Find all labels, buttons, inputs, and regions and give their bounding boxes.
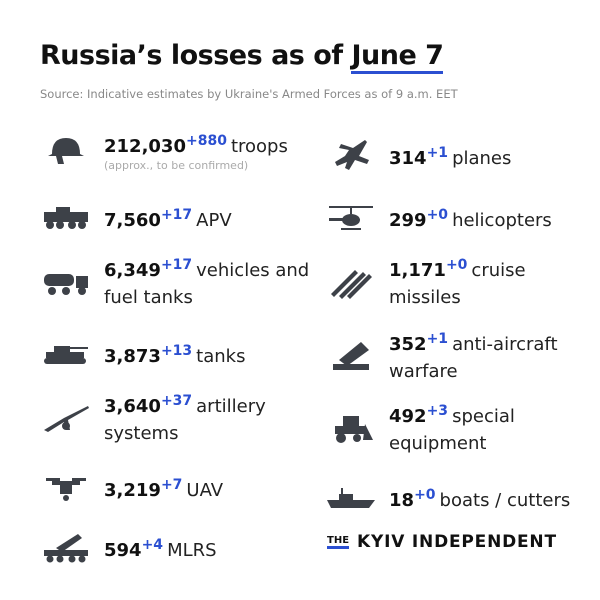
stat-label: planes <box>452 148 512 169</box>
kyiv-independent-logo: THE KYIV INDEPENDENT <box>327 532 557 552</box>
stat-anti-aircraft: 352+1 anti-aircraft warfare <box>323 326 589 385</box>
artillery-icon <box>38 398 94 438</box>
mlrs-icon <box>38 528 94 568</box>
fuel-truck-icon <box>38 262 94 302</box>
stat-value: 212,030 <box>104 136 186 157</box>
stat-delta: +0 <box>445 257 468 273</box>
stat-planes: 314+1 planes <box>323 136 511 176</box>
stat-delta: +1 <box>426 331 449 347</box>
stat-text: 3,873+13 tanks <box>104 338 245 370</box>
stat-delta: +17 <box>160 207 193 223</box>
tank-icon <box>38 334 94 374</box>
stat-value: 3,219 <box>104 480 161 501</box>
stat-delta: +4 <box>141 537 164 553</box>
stat-value: 1,171 <box>389 260 446 281</box>
stat-delta: +7 <box>160 477 183 493</box>
stat-delta: +37 <box>160 393 193 409</box>
stat-cruise: 1,171+0 cruise missiles <box>323 252 589 311</box>
stat-value: 18 <box>389 490 415 511</box>
stat-text: 314+1 planes <box>389 140 511 172</box>
stat-value: 7,560 <box>104 210 161 231</box>
stat-text: 212,030+880 troops (approx., to be confirm… <box>104 128 288 172</box>
helmet-icon <box>38 130 94 170</box>
stat-delta: +1 <box>426 145 449 161</box>
stat-delta: +3 <box>426 403 449 419</box>
plane-icon <box>323 136 379 176</box>
helicopter-icon <box>323 198 379 238</box>
title-date: June 7 <box>351 40 444 74</box>
stat-boats: 18+0 boats / cutters <box>323 478 570 518</box>
drone-icon <box>38 468 94 508</box>
stat-label: MLRS <box>167 540 217 561</box>
stat-text: 3,640+37 artillery systems <box>104 388 314 447</box>
logo-the: THE <box>327 535 350 549</box>
stat-text: 299+0 helicopters <box>389 202 552 234</box>
stat-text: 594+4 MLRS <box>104 532 217 564</box>
stat-value: 3,873 <box>104 346 161 367</box>
stat-troops: 212,030+880 troops (approx., to be confirm… <box>38 128 288 172</box>
stat-delta: +880 <box>185 133 227 149</box>
title-text: Russia’s losses as of <box>40 40 352 71</box>
stat-label: cruise missiles <box>389 260 526 308</box>
stat-text: 492+3 special equipment <box>389 398 589 457</box>
stat-special: 492+3 special equipment <box>323 398 589 457</box>
stat-value: 3,640 <box>104 396 161 417</box>
boat-icon <box>323 478 379 518</box>
stat-delta: +13 <box>160 343 193 359</box>
stat-label: UAV <box>186 480 224 501</box>
stat-value: 299 <box>389 210 427 231</box>
stat-helicopters: 299+0 helicopters <box>323 198 552 238</box>
stat-label: tanks <box>196 346 246 367</box>
stat-value: 314 <box>389 148 427 169</box>
stat-artillery: 3,640+37 artillery systems <box>38 388 314 447</box>
stat-value: 594 <box>104 540 142 561</box>
stat-text: 352+1 anti-aircraft warfare <box>389 326 589 385</box>
stat-tanks: 3,873+13 tanks <box>38 334 245 374</box>
stat-label: helicopters <box>452 210 552 231</box>
stat-text: 1,171+0 cruise missiles <box>389 252 589 311</box>
stat-text: 6,349+17 vehicles and fuel tanks <box>104 252 314 311</box>
stat-label: boats / cutters <box>439 490 571 511</box>
logo-name: KYIV INDEPENDENT <box>357 532 557 552</box>
stat-text: 7,560+17 APV <box>104 202 232 234</box>
stat-note: (approx., to be confirmed) <box>104 159 249 172</box>
stat-text: 3,219+7 UAV <box>104 472 223 504</box>
stat-label: artillery systems <box>104 396 266 444</box>
missile-icon <box>323 262 379 302</box>
anti-aircraft-icon <box>323 336 379 376</box>
stat-vehicles: 6,349+17 vehicles and fuel tanks <box>38 252 314 311</box>
stat-mlrs: 594+4 MLRS <box>38 528 217 568</box>
stat-text: 18+0 boats / cutters <box>389 482 570 514</box>
source-note: Source: Indicative estimates by Ukraine'… <box>40 87 458 101</box>
stat-label: special equipment <box>389 406 515 454</box>
page-title: Russia’s losses as of June 7 <box>40 40 444 74</box>
stat-delta: +0 <box>414 487 436 503</box>
stat-label: anti-aircraft warfare <box>389 334 558 382</box>
stat-label: troops <box>230 136 288 157</box>
stat-value: 6,349 <box>104 260 161 281</box>
apv-icon <box>38 198 94 238</box>
stat-label: vehicles and fuel tanks <box>104 260 310 308</box>
bulldozer-icon <box>323 408 379 448</box>
stat-uav: 3,219+7 UAV <box>38 468 223 508</box>
stat-apv: 7,560+17 APV <box>38 198 232 238</box>
stat-delta: +17 <box>160 257 193 273</box>
stat-label: APV <box>196 210 232 231</box>
stat-delta: +0 <box>426 207 449 223</box>
stat-value: 352 <box>389 334 427 355</box>
stat-value: 492 <box>389 406 427 427</box>
